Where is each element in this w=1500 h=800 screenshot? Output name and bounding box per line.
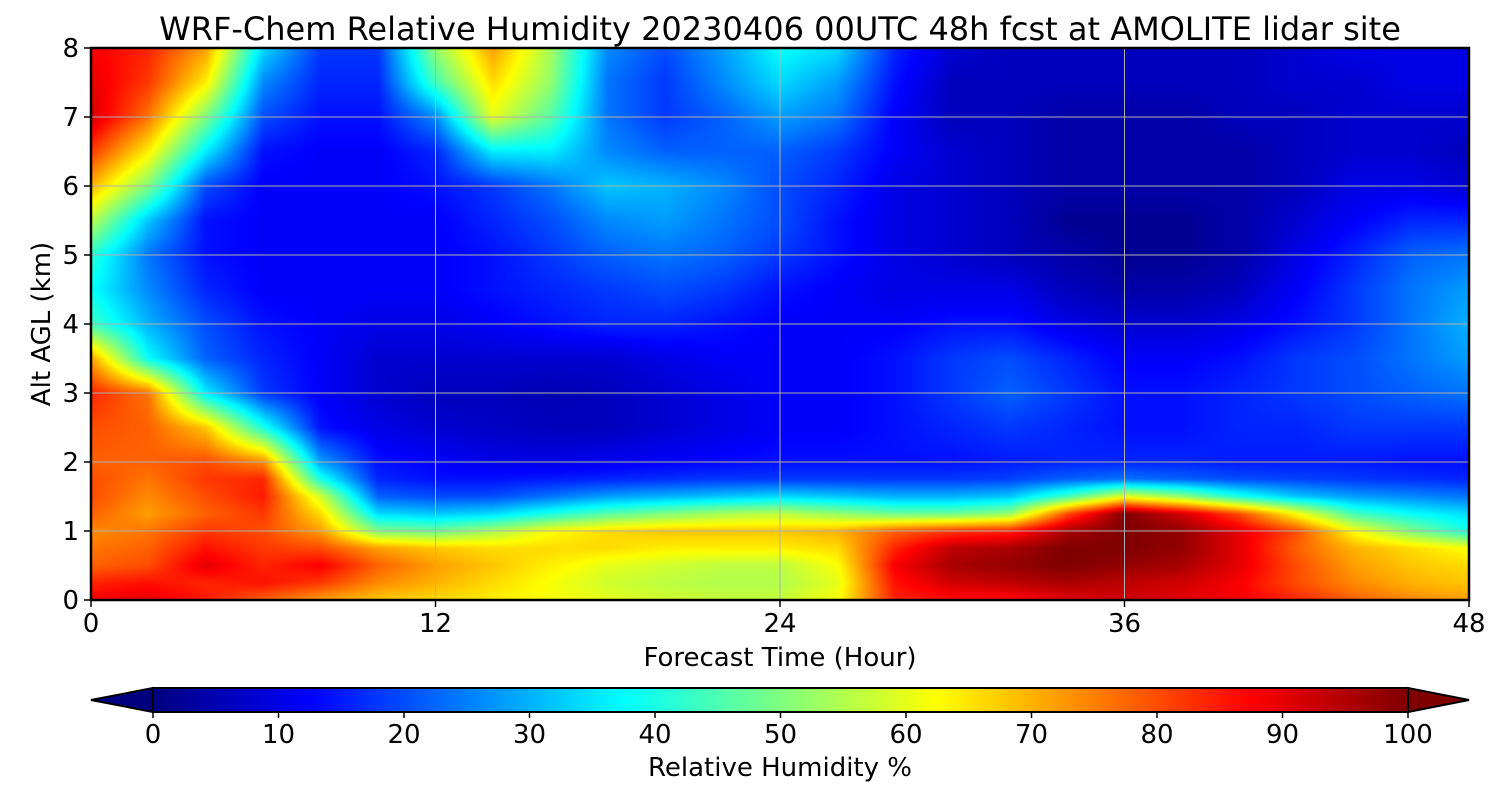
y-tick-label: 5 [62, 241, 79, 271]
colorbar-ticks: 0 10 20 30 40 50 60 70 80 90 100 [145, 712, 1433, 750]
colorbar-tick-label: 70 [1015, 720, 1048, 750]
x-tick-label: 48 [1452, 609, 1485, 639]
colorbar-tick-label: 20 [387, 720, 420, 750]
y-tick-label: 4 [62, 310, 79, 340]
colorbar-extend-left [90, 686, 154, 714]
y-tick-label: 0 [62, 586, 79, 616]
colorbar-tick-label: 90 [1266, 720, 1299, 750]
colorbar-label: Relative Humidity % [648, 753, 912, 783]
x-axis-label: Forecast Time (Hour) [643, 643, 916, 673]
grid-lines [91, 48, 1469, 600]
colorbar-gradient [153, 688, 1408, 712]
x-tick-label: 12 [419, 609, 452, 639]
x-axis: 0 12 24 36 48 [83, 600, 1486, 639]
y-tick-label: 7 [62, 103, 79, 133]
y-tick-label: 3 [62, 379, 79, 409]
y-tick-label: 8 [62, 34, 79, 64]
colorbar-tick-label: 30 [513, 720, 546, 750]
x-tick-label: 0 [83, 609, 100, 639]
y-tick-label: 2 [62, 448, 79, 478]
plot-area [91, 48, 1469, 600]
colorbar: 0 10 20 30 40 50 60 70 80 90 100 Relative Humidity… [90, 686, 1470, 783]
y-tick-label: 6 [62, 172, 79, 202]
colorbar-tick-label: 80 [1140, 720, 1173, 750]
x-tick-label: 36 [1108, 609, 1141, 639]
colorbar-tick-label: 10 [262, 720, 295, 750]
colorbar-tick-label: 40 [638, 720, 671, 750]
chart-title: WRF-Chem Relative Humidity 20230406 00UT… [159, 10, 1401, 48]
y-axis: 0 1 2 3 4 5 6 7 8 [62, 34, 91, 616]
y-tick-label: 1 [62, 517, 79, 547]
colorbar-tick-label: 60 [889, 720, 922, 750]
y-axis-label: Alt AGL (km) [27, 242, 57, 406]
colorbar-tick-label: 0 [145, 720, 162, 750]
colorbar-extend-right [1407, 686, 1470, 714]
colorbar-tick-label: 50 [764, 720, 797, 750]
colorbar-tick-label: 100 [1383, 720, 1433, 750]
x-tick-label: 24 [763, 609, 796, 639]
